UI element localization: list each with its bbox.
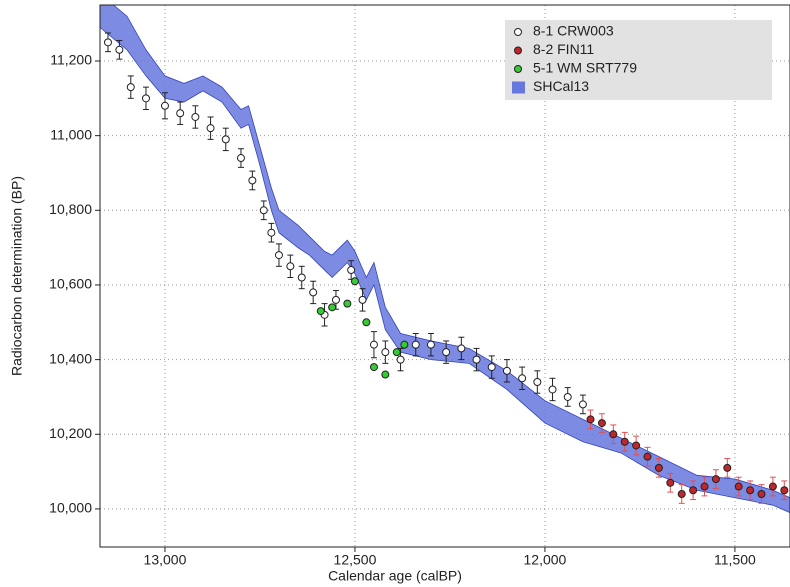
data-point — [141, 94, 150, 103]
legend-marker — [514, 65, 522, 73]
data-point — [411, 340, 420, 349]
y-tick-label: 11,200 — [50, 52, 92, 68]
legend-marker — [512, 81, 525, 94]
data-point — [176, 109, 185, 118]
legend-label: 8-1 CRW003 — [533, 23, 614, 39]
data-point — [103, 38, 112, 47]
data-point — [316, 307, 325, 316]
legend: 8-1 CRW003 8-2 FIN11 5-1 WM SRT779 SHCal13 — [505, 20, 772, 100]
data-point — [487, 363, 496, 372]
data-point — [286, 262, 295, 271]
data-point — [297, 273, 306, 282]
data-point — [369, 363, 378, 372]
data-point — [381, 348, 390, 357]
y-axis-label: Radiocarbon determination (BP) — [9, 176, 25, 376]
data-point — [191, 112, 200, 121]
data-point — [160, 101, 169, 110]
data-point — [472, 355, 481, 364]
data-point — [347, 266, 356, 275]
data-point — [643, 452, 652, 461]
y-tick-label: 10,000 — [49, 500, 92, 516]
data-point — [654, 463, 663, 472]
data-point — [248, 176, 257, 185]
data-point — [328, 303, 337, 312]
data-point — [426, 340, 435, 349]
data-point — [666, 478, 675, 487]
data-point — [563, 392, 572, 401]
data-point — [597, 419, 606, 428]
data-point — [578, 400, 587, 409]
data-point — [126, 83, 135, 92]
y-tick-label: 10,200 — [49, 425, 92, 441]
data-point — [632, 441, 641, 450]
plot-frame — [99, 4, 790, 548]
data-point — [206, 124, 215, 133]
data-point — [259, 206, 268, 215]
data-point — [689, 486, 698, 495]
data-point — [746, 486, 755, 495]
data-point — [267, 228, 276, 237]
y-tick-label: 10,800 — [49, 201, 92, 217]
data-point — [396, 355, 405, 364]
data-point — [677, 489, 686, 498]
y-tick-label: 10,400 — [49, 350, 92, 366]
data-point — [723, 463, 732, 472]
data-point — [700, 482, 709, 491]
data-point — [115, 45, 124, 54]
data-point — [734, 482, 743, 491]
data-point — [502, 366, 511, 375]
data-point — [343, 299, 352, 308]
data-point — [400, 340, 409, 349]
data-point — [221, 135, 230, 144]
x-tick-label: 11,500 — [714, 552, 756, 568]
legend-marker — [514, 46, 522, 55]
data-point — [757, 489, 766, 498]
data-point — [442, 348, 451, 357]
data-point — [711, 475, 720, 484]
data-point — [236, 154, 245, 163]
data-point — [518, 374, 527, 383]
x-tick-label: 12,500 — [334, 552, 377, 568]
legend-label: 5-1 WM SRT779 — [533, 60, 637, 76]
x-axis-label: Calendar age (calBP) — [328, 568, 462, 584]
y-tick-label: 11,000 — [50, 126, 92, 142]
data-point — [358, 295, 367, 304]
legend-label: SHCal13 — [533, 78, 589, 94]
y-tick-label: 10,600 — [49, 276, 92, 292]
data-point — [274, 251, 283, 260]
data-point — [369, 340, 378, 349]
data-point — [533, 378, 542, 387]
legend-box — [505, 20, 772, 100]
plot-area — [100, 5, 790, 547]
data-point — [548, 385, 557, 394]
data-point — [768, 482, 777, 491]
data-point — [780, 486, 789, 495]
x-tick-label: 13,000 — [144, 552, 187, 568]
x-tick-label: 12,000 — [524, 552, 567, 568]
data-point — [309, 288, 318, 297]
legend-label: 8-2 FIN11 — [533, 41, 594, 57]
data-point — [620, 437, 629, 446]
data-point — [362, 318, 371, 327]
calibration-band — [100, 5, 790, 514]
data-point — [350, 277, 359, 286]
data-point — [331, 295, 340, 304]
data-point — [609, 430, 618, 439]
data-point — [381, 370, 390, 379]
legend-marker — [514, 28, 522, 36]
data-point — [586, 415, 595, 424]
data-point — [392, 348, 401, 357]
data-point — [457, 344, 466, 353]
